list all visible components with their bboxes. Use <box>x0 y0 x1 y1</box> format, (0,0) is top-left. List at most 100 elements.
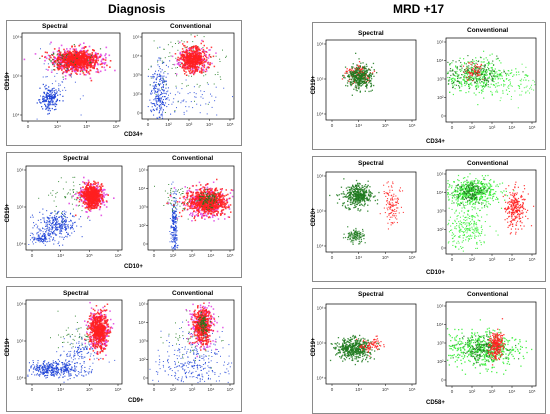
diagnosis-row-1-conventional-plot: 0 10² 10³ 10⁴ 10⁵ 0 10² 10³ 10⁴ 10⁵ <box>133 32 235 127</box>
x-tick-label: 0 <box>331 255 334 260</box>
event-dots <box>446 50 536 109</box>
x-tick-label: 10⁴ <box>355 123 362 128</box>
diagnosis-row-3-y-label: CD19+ <box>5 337 11 357</box>
y-tick-label: 10⁴ <box>317 112 324 117</box>
y-tick-label: 10⁶ <box>17 302 24 307</box>
y-tick-label: 10⁵ <box>133 35 140 40</box>
x-tick-label: 10³ <box>189 387 196 392</box>
y-tick-label: 10³ <box>133 73 140 78</box>
x-tick-label: 10² <box>469 125 476 130</box>
x-tick-label: 10⁶ <box>409 387 416 392</box>
x-tick-label: 0 <box>153 387 156 392</box>
x-tick-label: 10³ <box>189 253 196 258</box>
plot-frame <box>445 169 537 255</box>
x-tick-label: 10⁵ <box>529 257 536 262</box>
x-tick-label: 0 <box>153 253 156 258</box>
y-tick-label: 10² <box>437 359 444 364</box>
y-tick-label: 10² <box>437 227 444 232</box>
x-tick-label: 10³ <box>489 257 496 262</box>
y-tick-label: 10⁴ <box>317 376 324 381</box>
mrd-row-3-spectral-plot: 0 10⁴ 10⁵ 10⁶ 10⁴ 10⁵ 10⁶ <box>317 303 417 392</box>
event-dots <box>23 41 116 120</box>
event-dots <box>149 302 233 384</box>
mrd-row-3-conventional-plot: 0 10² 10³ 10⁴ 10⁵ 0 10² 10³ 10⁴ 10⁵ <box>437 301 537 394</box>
mrd-row-1-spectral-title: Spectral <box>358 30 384 37</box>
y-tick-label: 10⁵ <box>17 339 24 344</box>
y-tick-label: 10³ <box>437 341 444 346</box>
x-tick-label: 0 <box>451 125 454 130</box>
x-tick-label: 10² <box>165 122 172 127</box>
mrd-row-3-x-label: CD58+ <box>426 400 445 406</box>
x-tick-label: 10⁵ <box>382 123 389 128</box>
diagnosis-row-1-y-label: CD19+ <box>5 71 11 91</box>
x-tick-label: 10⁵ <box>86 387 93 392</box>
event-dots <box>28 176 115 247</box>
y-tick-label: 10⁵ <box>317 77 324 82</box>
x-tick-label: 10⁴ <box>509 389 516 394</box>
x-tick-label: 10⁵ <box>227 253 234 258</box>
y-tick-label: 10⁵ <box>317 341 324 346</box>
y-tick-label: 10⁴ <box>139 320 146 325</box>
y-tick-label: 0 <box>137 111 140 116</box>
y-tick-label: 0 <box>441 378 444 383</box>
diagnosis-row-3-spectral-title: Spectral <box>63 290 89 297</box>
y-tick-label: 10² <box>139 223 146 228</box>
y-tick-label: 10³ <box>139 339 146 344</box>
event-dots <box>447 173 535 252</box>
diagnosis-row-1-conventional-title: Conventional <box>170 23 212 30</box>
mrd-row-1-conventional-plot: 0 10² 10³ 10⁴ 10⁵ 0 10² 10³ 10⁴ 10⁵ <box>437 37 537 130</box>
x-tick-label: 10⁵ <box>529 125 536 130</box>
y-tick-label: 10⁵ <box>139 302 146 307</box>
y-tick-label: 10⁴ <box>437 322 444 327</box>
x-tick-label: 10⁴ <box>57 253 64 258</box>
x-tick-label: 10⁴ <box>509 257 516 262</box>
x-tick-label: 10⁶ <box>409 255 416 260</box>
event-dots <box>329 334 385 366</box>
y-tick-label: 10⁴ <box>133 54 140 59</box>
x-tick-label: 10³ <box>186 122 193 127</box>
diagnosis-row-1-spectral-title: Spectral <box>42 23 68 30</box>
plot-frame <box>445 37 537 123</box>
y-tick-label: 10⁶ <box>317 306 324 311</box>
y-tick-label: 10² <box>133 92 140 97</box>
y-tick-label: 10⁵ <box>317 209 324 214</box>
x-tick-label: 10⁵ <box>83 124 90 129</box>
diagnosis-row-2-spectral-plot: 0 10⁴ 10⁵ 10⁶ 10⁴ 10⁵ 10⁶ <box>17 165 123 258</box>
x-tick-label: 10⁶ <box>115 253 122 258</box>
x-tick-label: 10⁶ <box>113 124 120 129</box>
event-dots <box>147 34 233 119</box>
x-tick-label: 10⁴ <box>57 387 64 392</box>
diagnosis-row-2-conventional-title: Conventional <box>172 155 214 162</box>
plot-frame <box>21 32 121 122</box>
mrd-row-3-y-label: CD19+ <box>311 337 317 357</box>
mrd-title: MRD +17 <box>393 2 445 16</box>
event-dots <box>154 178 234 250</box>
plot-frame <box>445 301 537 387</box>
x-tick-label: 10⁴ <box>355 255 362 260</box>
x-tick-label: 0 <box>331 387 334 392</box>
y-tick-label: 10⁵ <box>437 172 444 177</box>
x-tick-label: 10⁵ <box>382 387 389 392</box>
x-tick-label: 10⁵ <box>227 387 234 392</box>
y-tick-label: 10³ <box>437 209 444 214</box>
y-tick-label: 10⁵ <box>437 304 444 309</box>
x-tick-label: 10² <box>170 253 177 258</box>
y-tick-label: 0 <box>441 246 444 251</box>
mrd-row-1-conventional-title: Conventional <box>467 27 509 34</box>
x-tick-label: 10⁴ <box>208 387 215 392</box>
mrd-row-3-spectral-title: Spectral <box>358 291 384 298</box>
plot-frame <box>325 171 417 253</box>
x-tick-label: 10⁶ <box>115 387 122 392</box>
diagnosis-row-1-spectral-plot: 0 10⁴ 10⁵ 10⁶ 10⁴ 10⁵ 10⁶ <box>13 32 121 129</box>
y-tick-label: 10⁵ <box>13 74 20 79</box>
diagnosis-row-3-spectral-plot: 0 10⁴ 10⁵ 10⁶ 10⁴ 10⁵ 10⁶ <box>17 299 123 392</box>
x-tick-label: 10⁴ <box>509 125 516 130</box>
diagnosis-title: Diagnosis <box>108 2 166 16</box>
x-tick-label: 0 <box>451 389 454 394</box>
diagnosis-row-2-x-label: CD10+ <box>124 264 143 270</box>
x-tick-label: 10³ <box>489 125 496 130</box>
mrd-row-2-spectral-title: Spectral <box>358 160 384 167</box>
y-tick-label: 10³ <box>437 77 444 82</box>
x-tick-label: 10⁵ <box>86 253 93 258</box>
y-tick-label: 10⁴ <box>437 190 444 195</box>
